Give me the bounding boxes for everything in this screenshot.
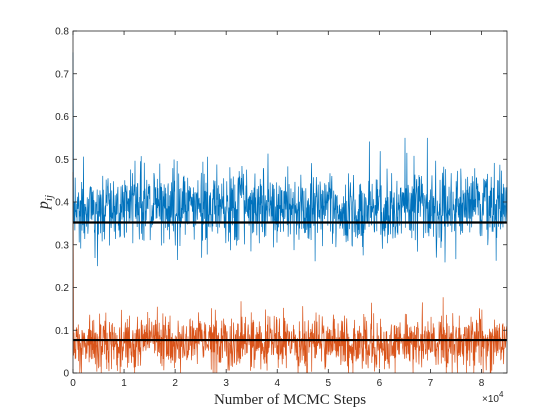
series-trace-2	[72, 172, 508, 374]
x-tick-label: 0	[70, 378, 76, 389]
x-exponent-power: 4	[499, 390, 504, 399]
x-tick-label: 1	[121, 378, 127, 389]
y-tick-label: 0.4	[55, 198, 69, 209]
y-axis-ticks: 0 0.1 0.2 0.3 0.4 0.5 0.6 0.7 0.8	[55, 27, 507, 380]
x-tick-label: 5	[326, 378, 332, 389]
x-tick-label: 4	[274, 378, 280, 389]
y-tick-label: 0.6	[55, 112, 69, 123]
x-axis-ticks: 0 1 2 3 4 5 6 7 8	[70, 31, 485, 389]
series-layer	[72, 52, 508, 374]
y-axis-label: pij	[35, 195, 55, 210]
x-tick-label: 7	[428, 378, 434, 389]
y-tick-label: 0	[63, 369, 69, 380]
y-tick-label: 0.3	[55, 240, 69, 251]
x-tick-label: 3	[223, 378, 229, 389]
x-tick-label: 6	[377, 378, 383, 389]
x-exponent-base: ×10	[482, 394, 499, 405]
y-axis-label-base: p	[35, 201, 52, 210]
y-tick-label: 0.2	[55, 283, 69, 294]
y-tick-label: 0.8	[55, 27, 69, 38]
x-axis-label: Number of MCMC Steps	[214, 392, 366, 408]
x-tick-label: 8	[479, 378, 485, 389]
y-tick-label: 0.5	[55, 155, 69, 166]
y-tick-label: 0.7	[55, 69, 69, 80]
y-axis-label-subscript: ij	[43, 195, 55, 201]
x-tick-label: 2	[172, 378, 178, 389]
series-trace-1	[72, 52, 508, 267]
y-tick-label: 0.1	[55, 326, 69, 337]
reference-lines	[73, 221, 507, 342]
x-axis-exponent: ×104	[482, 390, 504, 405]
